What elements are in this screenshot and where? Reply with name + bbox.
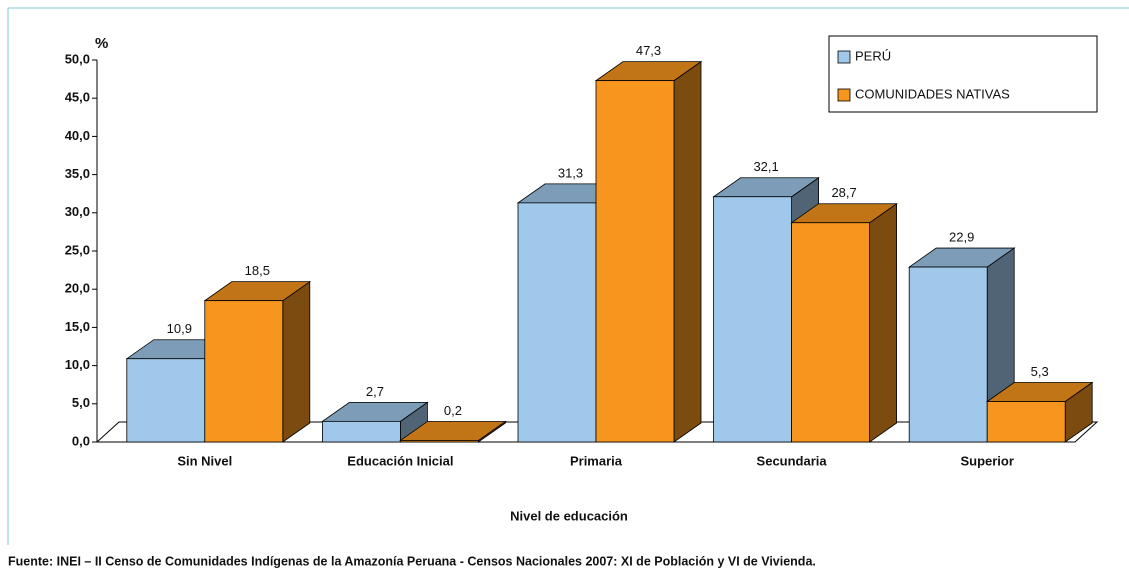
legend-box: [828, 35, 1098, 113]
y-tick-label: 5,0: [72, 395, 90, 410]
bar: [399, 420, 507, 443]
bar-side: [869, 202, 897, 443]
bar: [985, 381, 1094, 443]
bar-front: [595, 80, 675, 443]
bar-side: [673, 60, 702, 443]
y-tick-label: 35,0: [65, 166, 90, 181]
value-label: 32,1: [753, 159, 778, 174]
x-tick-label: Sin Nivel: [177, 453, 232, 468]
value-label: 0,2: [444, 403, 462, 418]
legend-label: PERÚ: [855, 48, 891, 63]
bar-front: [517, 202, 597, 443]
legend-swatch: [837, 88, 851, 102]
bar-front: [399, 440, 479, 443]
bar: [321, 401, 429, 443]
bar-front: [986, 401, 1066, 443]
value-label: 2,7: [366, 384, 384, 399]
bar-side: [282, 280, 311, 443]
bar: [790, 202, 898, 443]
y-tick-label: 45,0: [65, 90, 90, 105]
y-unit: %: [95, 35, 108, 52]
y-tick-label: 10,0: [65, 357, 90, 372]
x-tick-label: Primaria: [570, 453, 623, 468]
x-tick-label: Superior: [960, 453, 1013, 468]
value-label: 5,3: [1031, 364, 1049, 379]
y-tick-label: 0,0: [72, 433, 90, 448]
bar: [907, 247, 1016, 443]
bar-front: [791, 222, 870, 443]
x-tick-label: Secundaria: [757, 453, 828, 468]
bar-front: [713, 196, 792, 443]
legend-swatch: [837, 50, 851, 64]
bar-front: [204, 300, 284, 443]
bar-front: [908, 266, 988, 443]
y-tick-label: 20,0: [65, 281, 90, 296]
value-label: 31,3: [558, 165, 583, 180]
value-label: 28,7: [831, 185, 856, 200]
value-label: 18,5: [245, 263, 270, 278]
bar: [203, 280, 312, 443]
y-tick-label: 30,0: [65, 204, 90, 219]
value-label: 22,9: [949, 229, 974, 244]
value-label: 10,9: [167, 321, 192, 336]
bar-front: [321, 420, 401, 443]
legend-label: COMUNIDADES NATIVAS: [855, 86, 1010, 101]
bar-front: [126, 358, 206, 443]
value-label: 47,3: [636, 43, 661, 58]
x-axis-label: Nivel de educación: [510, 508, 628, 523]
x-tick-label: Educación Inicial: [347, 453, 453, 468]
bar: [594, 60, 703, 443]
source-note: Fuente: INEI – II Censo de Comunidades I…: [8, 554, 816, 568]
y-tick-label: 25,0: [65, 242, 90, 257]
y-tick-label: 50,0: [65, 51, 90, 66]
y-tick-label: 15,0: [65, 319, 90, 334]
y-tick-label: 40,0: [65, 128, 90, 143]
